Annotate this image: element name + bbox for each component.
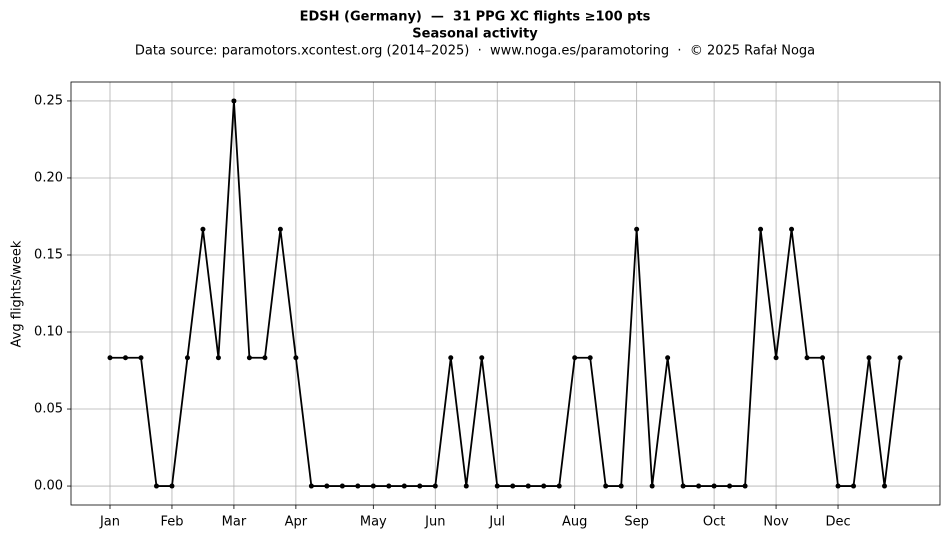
data-point <box>386 483 392 489</box>
data-point <box>835 483 841 489</box>
data-point <box>107 355 113 361</box>
x-tick-label: Apr <box>285 515 308 530</box>
data-point <box>215 355 221 361</box>
x-tick-label: Jul <box>488 515 505 530</box>
data-point <box>820 355 826 361</box>
data-point <box>370 483 376 489</box>
x-tick-label: Mar <box>222 515 247 530</box>
data-point <box>169 483 175 489</box>
x-tick-label: Jan <box>99 515 120 530</box>
data-point <box>587 355 593 361</box>
data-point <box>758 226 764 232</box>
y-tick-label: 0.20 <box>34 170 63 185</box>
data-point <box>479 355 485 361</box>
y-tick-label: 0.00 <box>34 479 63 494</box>
x-tick-label: May <box>360 515 387 530</box>
data-point <box>122 355 128 361</box>
x-tick-label: Aug <box>562 515 587 530</box>
data-point <box>277 226 283 232</box>
y-tick-label: 0.15 <box>34 247 63 262</box>
data-point <box>494 483 500 489</box>
data-line <box>110 100 901 487</box>
y-tick-label: 0.05 <box>34 402 63 417</box>
chart-title: EDSH (Germany) — 31 PPG XC flights ≥100 … <box>300 10 651 25</box>
x-tick-label: Dec <box>825 515 850 530</box>
data-point <box>339 483 345 489</box>
data-point <box>680 483 686 489</box>
x-tick-label: Oct <box>703 515 725 530</box>
data-point <box>184 355 190 361</box>
source-note: Data source: paramotors.xcontest.org (20… <box>135 44 815 59</box>
data-point <box>401 483 407 489</box>
data-point <box>742 483 748 489</box>
data-point <box>448 355 454 361</box>
data-point <box>308 483 314 489</box>
data-point <box>246 355 252 361</box>
data-point <box>897 355 903 361</box>
data-point <box>510 483 516 489</box>
data-point <box>293 355 299 361</box>
data-point <box>711 483 717 489</box>
data-point <box>138 355 144 361</box>
data-point <box>649 483 655 489</box>
data-point <box>882 483 887 489</box>
data-point <box>541 483 547 489</box>
data-point <box>634 226 640 232</box>
data-point <box>851 483 857 489</box>
x-tick-label: Sep <box>624 515 649 530</box>
data-point <box>231 98 237 104</box>
plot-frame <box>70 81 941 506</box>
chart-subtitle: Seasonal activity <box>412 27 538 42</box>
data-point <box>804 355 810 361</box>
data-point <box>525 483 531 489</box>
data-point <box>463 483 469 489</box>
data-point <box>432 483 438 489</box>
x-tick-label: Jun <box>424 515 445 530</box>
data-point <box>789 226 795 232</box>
y-tick-label: 0.25 <box>34 93 63 108</box>
y-axis-label: Avg flights/week <box>10 240 25 347</box>
data-point <box>262 355 268 361</box>
data-point <box>417 483 423 489</box>
data-point <box>866 355 872 361</box>
y-tick-label: 0.10 <box>34 325 63 340</box>
data-point <box>324 483 330 489</box>
data-point <box>603 483 609 489</box>
data-point <box>153 483 159 489</box>
data-point <box>556 483 562 489</box>
data-point <box>572 355 578 361</box>
data-point <box>665 355 671 361</box>
data-point <box>618 483 624 489</box>
data-point <box>773 355 779 361</box>
data-point <box>355 483 361 489</box>
x-tick-label: Feb <box>160 515 183 530</box>
x-tick-label: Nov <box>763 515 789 530</box>
data-point <box>696 483 702 489</box>
data-point <box>727 483 733 489</box>
data-point <box>200 226 206 232</box>
